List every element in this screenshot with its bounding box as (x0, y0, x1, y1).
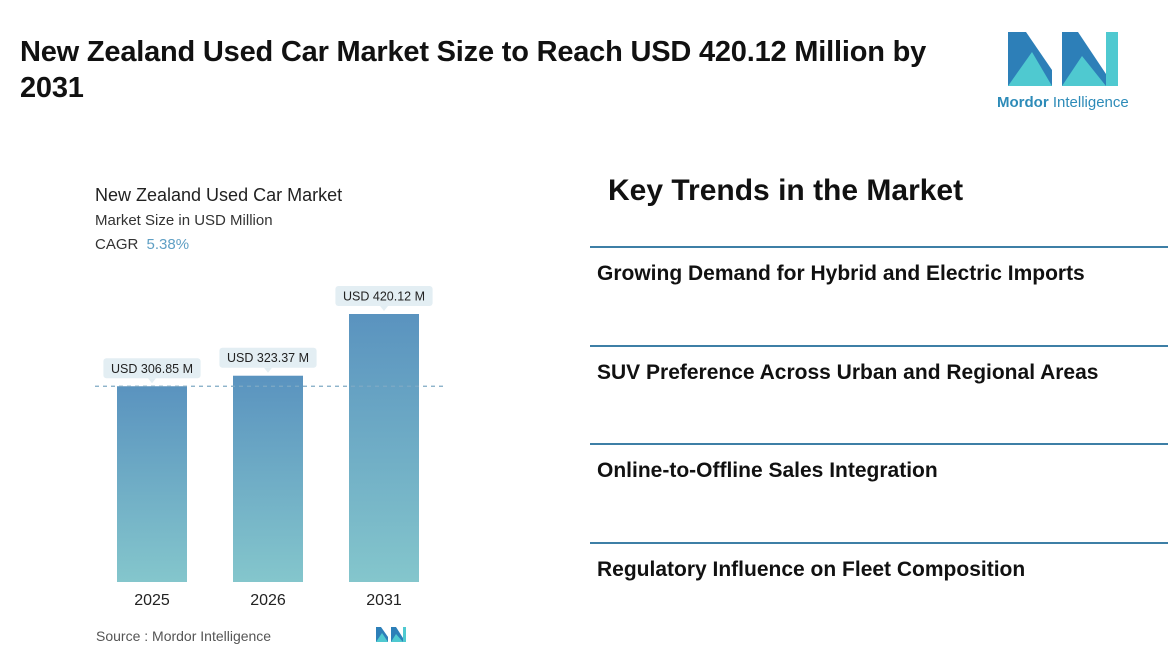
trend-item: Regulatory Influence on Fleet Compositio… (590, 542, 1168, 585)
data-label-bg (219, 347, 317, 368)
data-label: USD 420.12 M (343, 290, 425, 304)
data-label-pointer (148, 378, 156, 384)
mordor-logo-icon (1008, 32, 1118, 86)
x-tick-label: 2025 (134, 592, 170, 609)
data-label-pointer (264, 367, 272, 373)
x-tick-label: 2026 (250, 592, 286, 609)
chart-subtitle: Market Size in USD Million (95, 212, 273, 229)
data-label-bg (103, 358, 201, 379)
mordor-small-logo-icon (376, 627, 406, 642)
cagr-value: 5.38% (146, 236, 190, 253)
bar-2031 (349, 314, 419, 582)
chart-title: New Zealand Used Car Market (95, 185, 343, 205)
bar-chart: USD 306.85 M 2025 USD 323.37 M 2026 USD 420.… (95, 286, 445, 609)
data-label: USD 323.37 M (227, 351, 309, 365)
data-label-bg (335, 286, 433, 306)
chart-cagr: CAGR 5.38% (95, 236, 189, 253)
source-note: Source : Mordor Intelligence (96, 628, 272, 644)
bar-2026 (233, 375, 303, 582)
trends-title: Key Trends in the Market (608, 174, 964, 207)
logo-wordmark: Mordor Intelligence (997, 94, 1129, 111)
page-title: New Zealand Used Car Market Size to Reac… (20, 36, 927, 104)
bar-2025 (117, 386, 187, 582)
data-label-pointer (380, 306, 388, 311)
trend-item: Online-to-Offline Sales Integration (590, 443, 1168, 486)
data-label: USD 306.85 M (111, 362, 193, 376)
trend-item: Growing Demand for Hybrid and Electric I… (590, 246, 1168, 289)
x-tick-label: 2031 (366, 592, 402, 609)
cagr-label: CAGR (95, 236, 139, 253)
trend-item: SUV Preference Across Urban and Regional… (590, 345, 1168, 388)
